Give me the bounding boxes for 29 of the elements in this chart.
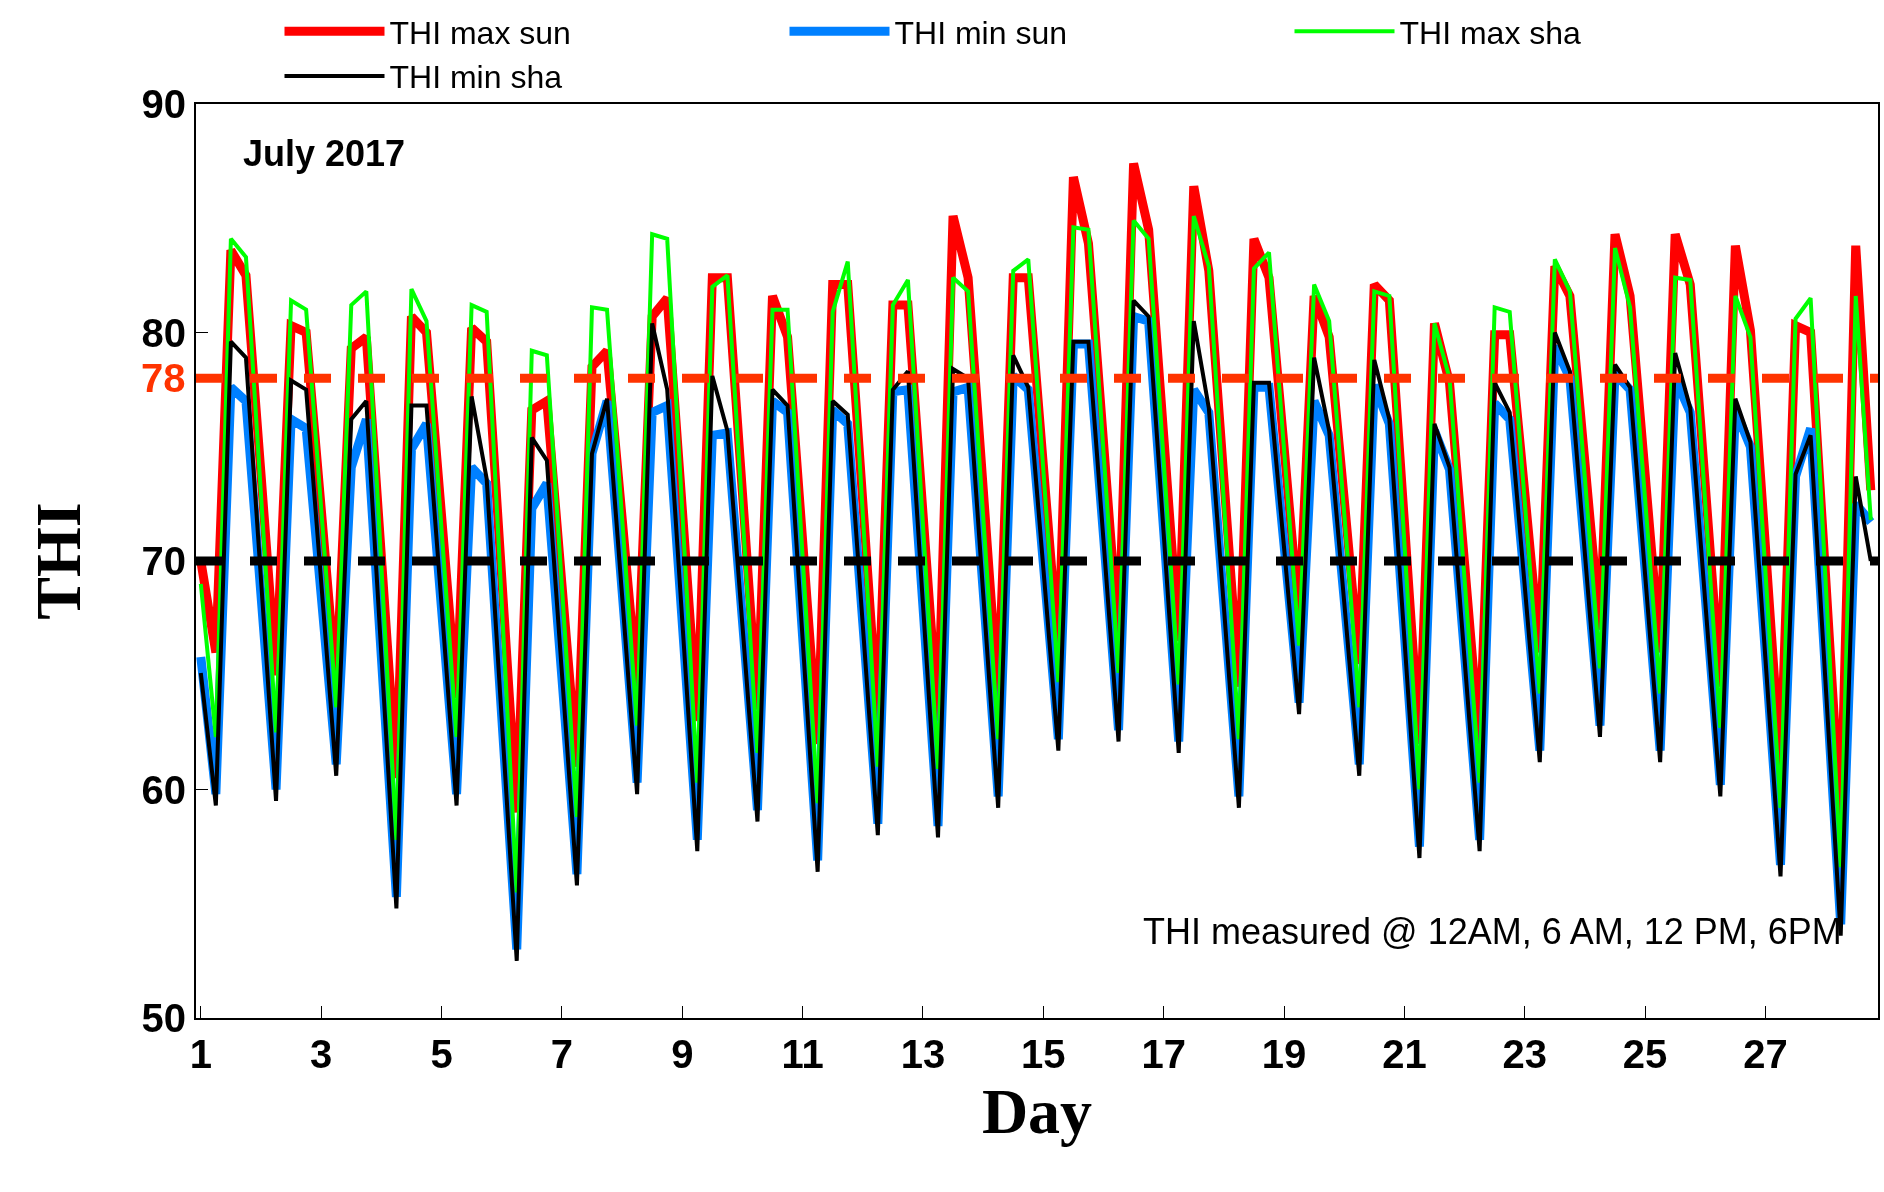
x-tick-label: 11 [781,1032,824,1076]
x-tick-label: 1 [189,1032,212,1076]
ref-line-label: 78 [141,356,186,400]
legend-label: THI min sha [389,59,563,96]
x-tick-label: 3 [310,1032,333,1076]
y-tick-label: 80 [141,310,186,355]
annotation: July 2017 [243,133,406,174]
x-tick-label: 21 [1382,1032,1427,1076]
y-tick-label: 60 [141,767,186,812]
x-tick-label: 9 [671,1032,694,1076]
x-tick-label: 27 [1743,1032,1788,1076]
x-tick-label: 23 [1502,1032,1547,1076]
x-tick-label: 13 [900,1032,946,1076]
x-axis-title: Day [981,1076,1093,1147]
y-tick-label: 50 [141,996,186,1040]
annotation: THI measured @ 12AM, 6 AM, 12 PM, 6PM [1143,911,1842,952]
legend-label: THI min sun [894,14,1067,51]
x-tick-label: 7 [550,1032,574,1076]
x-tick-label: 19 [1261,1032,1307,1076]
legend-label: THI max sun [389,14,571,51]
x-tick-label: 15 [1021,1032,1066,1076]
x-tick-label: 25 [1622,1032,1668,1076]
line-series [198,213,1873,895]
y-tick-label: 90 [141,82,186,126]
y-tick-label: 70 [141,539,186,583]
legend-label: THI max sha [1399,14,1582,51]
x-tick-label: 5 [430,1032,453,1076]
x-tick-label: 17 [1141,1032,1186,1076]
y-axis-title: THI [23,502,95,620]
